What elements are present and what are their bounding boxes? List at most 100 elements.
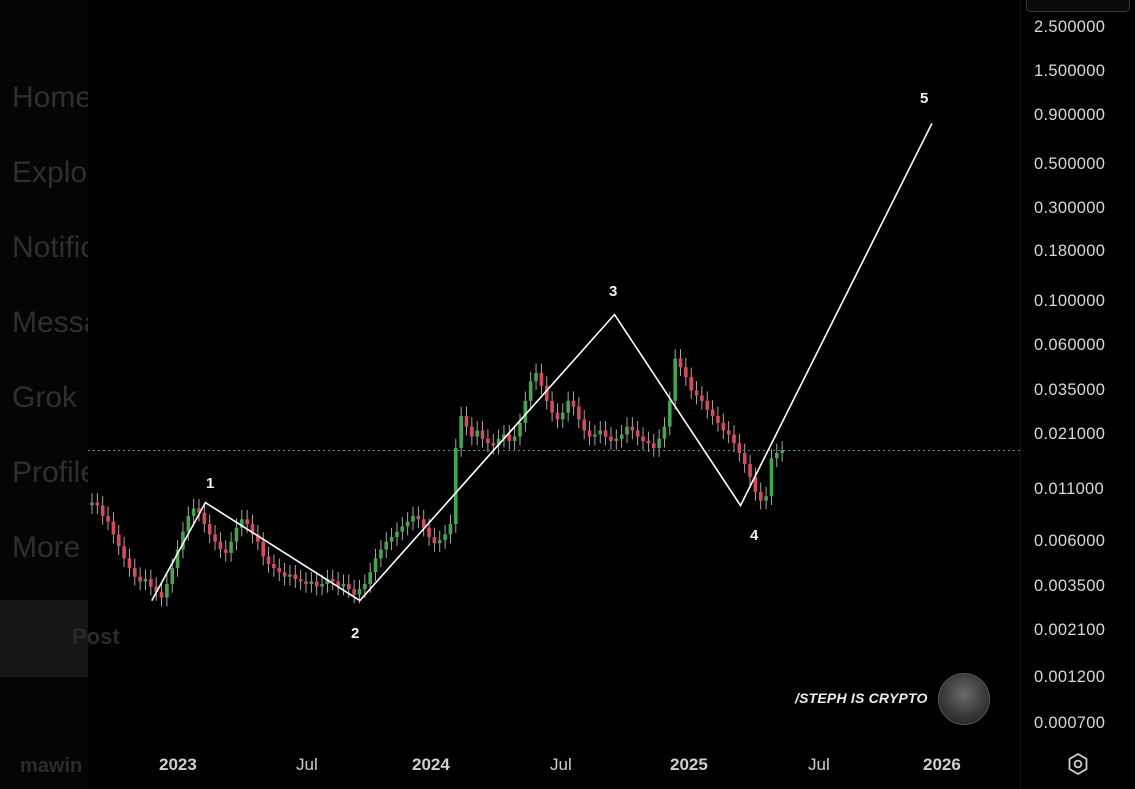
candle xyxy=(609,436,613,441)
candle xyxy=(694,390,699,396)
candle xyxy=(395,531,399,538)
candle xyxy=(566,400,570,413)
candle xyxy=(363,583,367,590)
candle xyxy=(464,415,469,427)
wave-label-2: 2 xyxy=(351,625,360,642)
candle xyxy=(250,523,255,535)
candle xyxy=(218,541,223,550)
x-tick: 2025 xyxy=(670,755,708,774)
candle xyxy=(475,430,479,437)
candle xyxy=(416,515,421,520)
candle xyxy=(368,572,372,584)
y-tick: 0.006000 xyxy=(1034,532,1106,550)
candle xyxy=(684,367,688,378)
candle xyxy=(197,508,201,513)
gear-icon[interactable] xyxy=(1066,752,1090,776)
candle xyxy=(373,558,378,573)
candle xyxy=(245,519,249,524)
price-chart[interactable] xyxy=(0,0,1020,789)
x-tick: Jul xyxy=(296,755,318,774)
nav-item-more[interactable]: More xyxy=(12,531,81,564)
user-name[interactable]: mawin xyxy=(20,755,83,777)
candle xyxy=(550,400,554,413)
candle xyxy=(496,438,501,446)
candle xyxy=(127,558,132,569)
candle xyxy=(662,426,667,439)
candle xyxy=(427,527,431,538)
nav-item-profile[interactable]: Profile xyxy=(12,456,88,489)
candle xyxy=(587,430,592,437)
candle xyxy=(758,492,763,501)
candle xyxy=(619,434,624,439)
x-tick: 2026 xyxy=(923,755,961,774)
candle xyxy=(389,537,394,542)
post-button-label: Post xyxy=(72,624,120,649)
candle xyxy=(170,568,175,584)
y-tick: 0.035000 xyxy=(1034,381,1106,399)
candle xyxy=(304,581,308,584)
candle xyxy=(491,443,496,446)
candle xyxy=(577,406,581,420)
candle xyxy=(753,476,758,492)
nav-item-grok[interactable]: Grok xyxy=(12,381,78,414)
background-nav: Home Explore Notifications Messages Grok… xyxy=(12,78,88,603)
x-tick: 2023 xyxy=(159,755,197,774)
candle xyxy=(90,502,94,506)
candle xyxy=(603,430,608,437)
candle xyxy=(721,422,726,431)
candle xyxy=(314,581,319,587)
candle xyxy=(165,583,169,598)
candle xyxy=(673,358,677,401)
candle xyxy=(555,412,560,420)
candle xyxy=(272,563,276,569)
candle xyxy=(561,412,565,420)
candle xyxy=(432,537,437,544)
candle xyxy=(133,568,137,577)
wave-label-5: 5 xyxy=(920,90,929,107)
candle xyxy=(534,372,538,382)
candle xyxy=(470,426,474,437)
nav-item-home[interactable]: Home xyxy=(12,81,88,114)
candle xyxy=(443,534,447,541)
avatar xyxy=(938,673,990,725)
candle xyxy=(207,523,212,535)
candle xyxy=(266,556,271,564)
candle xyxy=(352,589,356,595)
candle xyxy=(240,519,244,528)
candle xyxy=(405,521,410,527)
candle xyxy=(737,443,742,454)
candle xyxy=(668,400,672,427)
candle xyxy=(635,430,640,437)
y-tick: 0.000700 xyxy=(1034,714,1106,732)
price-axis[interactable] xyxy=(1020,0,1135,789)
nav-item-explore[interactable]: Explore xyxy=(12,156,88,189)
candle xyxy=(234,527,239,542)
wave-label-1: 1 xyxy=(206,475,215,492)
candle xyxy=(181,531,185,550)
nav-item-messages[interactable]: Messages xyxy=(12,306,88,339)
y-tick: 0.500000 xyxy=(1034,155,1106,173)
candle xyxy=(186,515,191,532)
candle xyxy=(732,434,736,444)
candle xyxy=(502,434,506,439)
candle xyxy=(400,526,405,532)
candle xyxy=(437,540,442,544)
candle xyxy=(288,574,292,577)
candle xyxy=(523,400,528,423)
candle xyxy=(742,453,747,465)
candle xyxy=(320,583,324,587)
y-tick: 0.180000 xyxy=(1034,242,1106,260)
candle xyxy=(293,574,298,580)
post-button[interactable]: Post xyxy=(0,600,120,677)
y-tick: 0.100000 xyxy=(1034,292,1106,310)
candle xyxy=(298,579,303,582)
candle xyxy=(277,568,282,573)
candle xyxy=(122,546,126,559)
candle xyxy=(384,541,389,550)
nav-item-notifications[interactable]: Notifications xyxy=(12,231,88,264)
candle xyxy=(710,409,715,416)
candle xyxy=(202,512,207,524)
price-scale-badge[interactable] xyxy=(1026,0,1130,12)
y-tick: 0.300000 xyxy=(1034,199,1106,217)
candle xyxy=(775,453,779,459)
